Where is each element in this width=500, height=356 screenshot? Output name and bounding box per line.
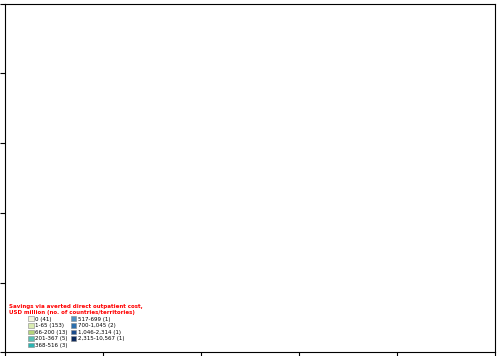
Legend: 0 (41), 1-65 (153), 66-200 (13), 201-367 (5), 368-516 (3), 517-699 (1), 700-1,04: 0 (41), 1-65 (153), 66-200 (13), 201-367… [8,303,145,350]
